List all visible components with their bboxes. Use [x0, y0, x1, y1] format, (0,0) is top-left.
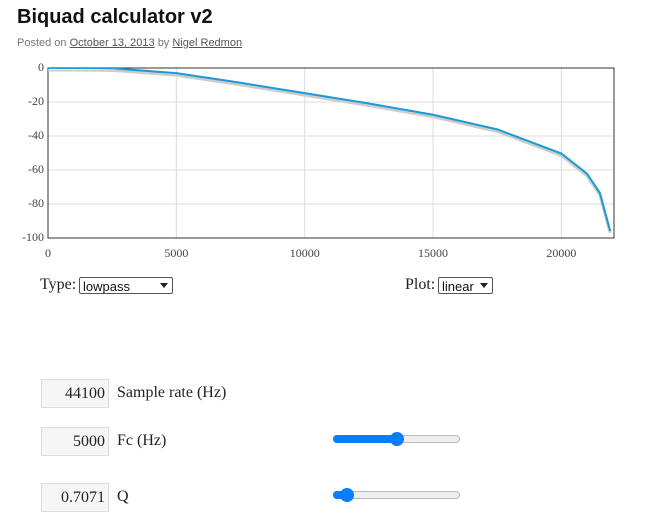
chart: 0-20-40-60-80-1000 5000 10000 15000 20000	[22, 60, 615, 260]
slider-thumb[interactable]	[340, 488, 354, 502]
plot-frame	[47, 67, 615, 239]
meta-text: by	[157, 37, 170, 49]
q-input[interactable]: 0.7071	[41, 483, 109, 512]
y-tick-label: -20	[28, 94, 44, 108]
slider-fill	[333, 435, 397, 443]
y-tick-label: -80	[28, 196, 44, 210]
date-link[interactable]: October 13, 2013	[69, 37, 155, 49]
y-tick-label: -40	[28, 128, 44, 142]
sample-rate-label: Sample rate (Hz)	[117, 384, 227, 401]
x-tick-label: 5000	[164, 246, 188, 260]
fc-slider[interactable]	[333, 432, 460, 446]
response-shadow	[48, 70, 612, 234]
x-tick-label: 0	[45, 246, 51, 260]
fc-label: Fc (Hz)	[117, 432, 167, 449]
y-tick-label: 0	[38, 60, 44, 74]
plot-label: Plot:	[405, 276, 436, 293]
q-label: Q	[117, 488, 129, 505]
page-title: Biquad calculator v2	[17, 6, 213, 28]
sample-rate-input[interactable]: 44100	[41, 379, 109, 408]
select-value: lowpass	[83, 279, 130, 294]
meta-text: Posted on	[17, 37, 67, 49]
post-meta: Posted on October 13, 2013 by Nigel Redm…	[17, 37, 242, 49]
x-tick-label: 10000	[290, 246, 320, 260]
author-link[interactable]: Nigel Redmon	[172, 37, 243, 49]
y-tick-label: -100	[22, 230, 44, 244]
y-tick-label: -60	[28, 162, 44, 176]
fc-input[interactable]: 5000	[41, 427, 109, 456]
type-label: Type:	[40, 276, 77, 293]
slider-thumb[interactable]	[390, 432, 404, 446]
plot-select[interactable]: linear	[438, 277, 493, 294]
type-select[interactable]: lowpass	[79, 277, 173, 294]
x-tick-label: 20000	[546, 246, 576, 260]
response-line	[48, 68, 612, 232]
select-value: linear	[442, 279, 474, 294]
x-tick-label: 15000	[418, 246, 448, 260]
q-slider[interactable]	[333, 488, 460, 502]
